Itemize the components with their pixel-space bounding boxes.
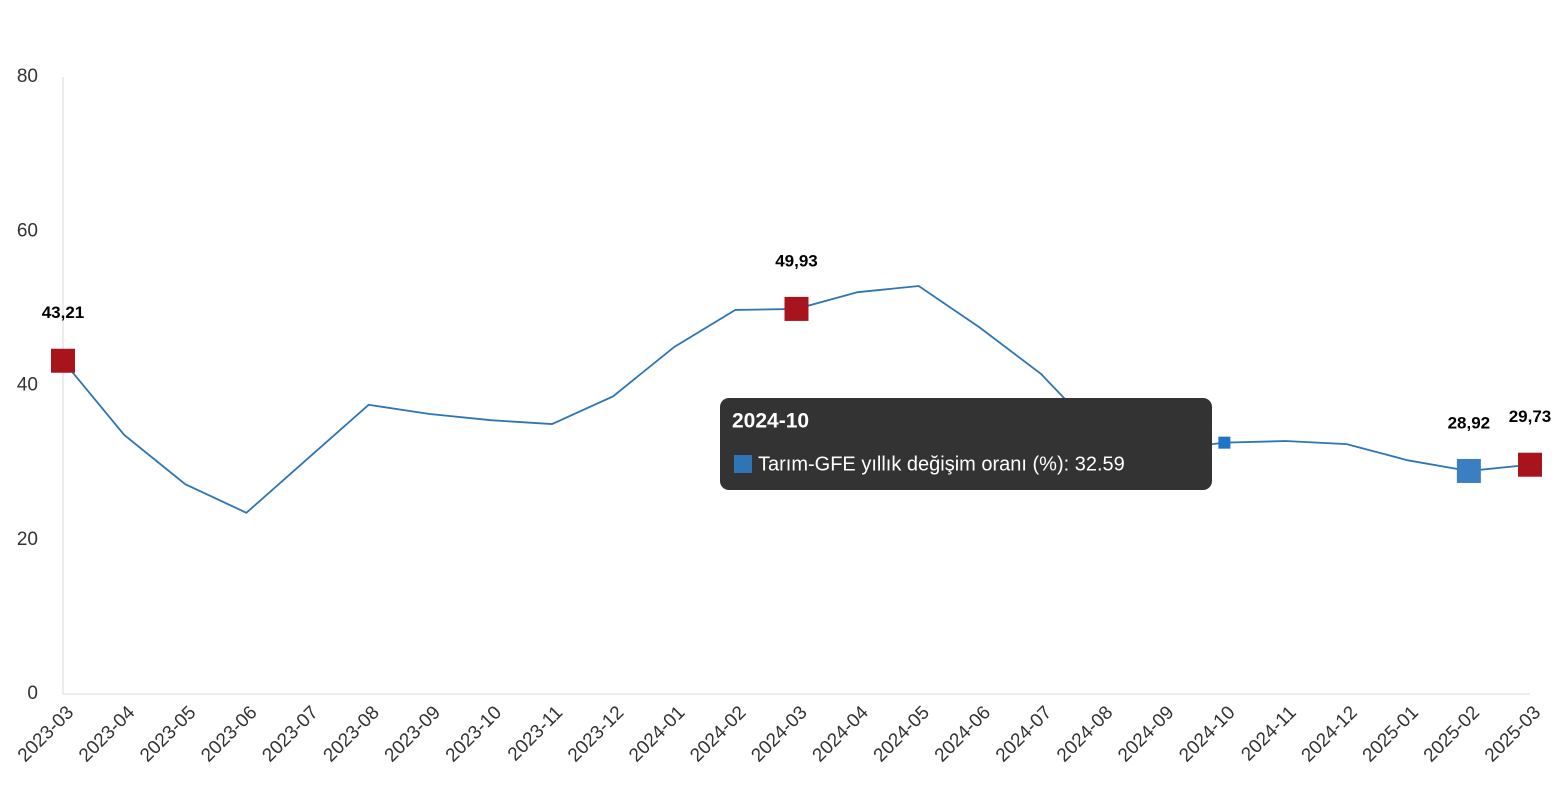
x-tick-label: 2024-11 xyxy=(1237,702,1300,765)
marker xyxy=(1218,436,1231,449)
x-tick-label: 2024-02 xyxy=(686,702,750,766)
tooltip-label: Tarım-GFE yıllık değişim oranı (%): 32.5… xyxy=(758,453,1125,475)
data-label: 43,21 xyxy=(42,303,85,322)
marker xyxy=(784,296,809,321)
x-tick-label: 2023-09 xyxy=(381,702,445,766)
x-tick-label: 2024-12 xyxy=(1298,702,1362,766)
y-tick-label: 0 xyxy=(27,683,38,704)
x-tick-label: 2024-05 xyxy=(870,702,934,766)
marker xyxy=(1518,452,1542,477)
data-label: 49,93 xyxy=(775,251,818,270)
x-tick-label: 2023-10 xyxy=(442,702,506,766)
x-tick-label: 2023-04 xyxy=(75,702,139,766)
x-tick-label: 2024-04 xyxy=(809,702,873,766)
tooltip: 2024-10 Tarım-GFE yıllık değişim oranı (… xyxy=(720,398,1212,490)
y-tick-label: 60 xyxy=(17,220,38,241)
y-tick-label: 80 xyxy=(17,66,38,87)
x-tick-label: 2023-05 xyxy=(136,702,200,766)
marker xyxy=(1456,458,1481,483)
x-tick-label: 2024-09 xyxy=(1114,702,1178,766)
x-tick-label: 2024-07 xyxy=(992,702,1056,766)
x-tick-label: 2025-03 xyxy=(1481,702,1545,766)
x-tick-label: 2025-01 xyxy=(1359,702,1423,766)
tooltip-title: 2024-10 xyxy=(732,410,809,433)
x-tick-label: 2024-03 xyxy=(747,702,811,766)
x-tick-label: 2023-12 xyxy=(564,702,628,766)
tooltip-box xyxy=(720,398,1212,490)
x-tick-label: 2024-08 xyxy=(1053,702,1117,766)
y-tick-label: 40 xyxy=(17,375,38,396)
x-tick-label: 2024-10 xyxy=(1175,702,1239,766)
tooltip-swatch xyxy=(734,455,752,473)
x-tick-label: 2025-02 xyxy=(1420,702,1484,766)
x-tick-label: 2023-07 xyxy=(258,702,322,766)
data-label: 29,73 xyxy=(1509,407,1552,426)
y-tick-label: 20 xyxy=(17,529,38,550)
x-tick-label: 2023-11 xyxy=(504,702,567,765)
data-label: 28,92 xyxy=(1448,413,1491,432)
marker xyxy=(51,348,75,373)
x-tick-label: 2024-01 xyxy=(625,702,689,766)
x-tick-label: 2023-06 xyxy=(197,702,261,766)
x-tick-label: 2023-08 xyxy=(320,702,384,766)
x-tick-label: 2024-06 xyxy=(931,702,995,766)
x-tick-label: 2023-03 xyxy=(14,702,78,766)
